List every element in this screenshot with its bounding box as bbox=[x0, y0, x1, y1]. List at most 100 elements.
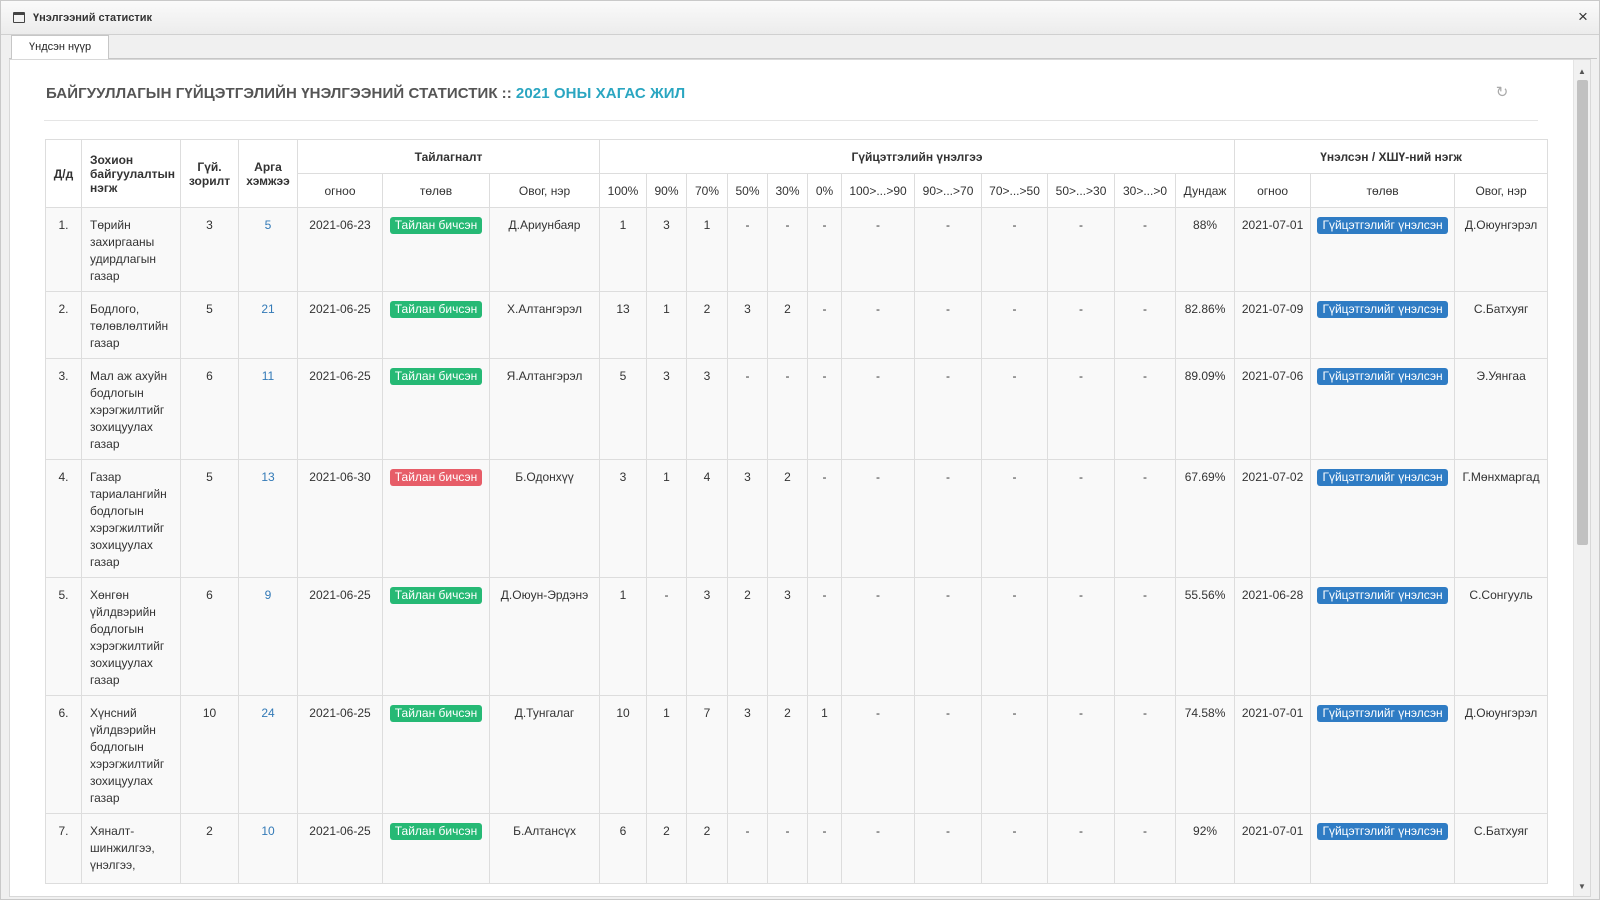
row-average-cell: 92% bbox=[1175, 813, 1236, 884]
row-p90-cell: - bbox=[646, 577, 688, 696]
row-range-100-90-cell: - bbox=[841, 207, 916, 292]
row-report-status-badge: Тайлан бичсэн bbox=[389, 301, 483, 318]
row-report-date-cell: 2021-06-30 bbox=[297, 459, 383, 578]
row-p50-cell: - bbox=[727, 358, 769, 460]
row-p70-cell: 4 bbox=[686, 459, 729, 578]
header-row-sub: огноо төлөв Овог, нэр 100% 90% 70% 50% 3… bbox=[46, 173, 1549, 208]
row-p0-cell: - bbox=[807, 577, 843, 696]
row-range-30-0-cell: - bbox=[1114, 695, 1177, 814]
row-report-status-badge: Тайлан бичсэн bbox=[389, 705, 483, 722]
vertical-scrollbar[interactable]: ▲ ▼ bbox=[1573, 60, 1590, 896]
table-row: 3. Мал аж ахуйн бодлогын хэрэгжилтийг зох… bbox=[45, 358, 1549, 460]
row-average-cell: 89.09% bbox=[1175, 358, 1236, 460]
row-range-70-50-cell: - bbox=[981, 291, 1049, 359]
row-goal-count-cell: 10 bbox=[180, 695, 239, 814]
row-evaluator-name-cell: С.Батхуяг bbox=[1454, 813, 1549, 884]
row-range-50-30-cell: - bbox=[1047, 695, 1116, 814]
col-report-date: огноо bbox=[297, 173, 383, 208]
row-p30-cell: 2 bbox=[767, 459, 809, 578]
row-index-cell: 2. bbox=[45, 291, 82, 359]
row-p70-cell: 3 bbox=[686, 358, 729, 460]
col-index: Д/д bbox=[45, 139, 82, 208]
row-report-date-cell: 2021-06-25 bbox=[297, 358, 383, 460]
row-p0-cell: - bbox=[807, 291, 843, 359]
row-measures-link[interactable]: 13 bbox=[261, 470, 275, 484]
col-range-90-70: 90>...>70 bbox=[914, 173, 983, 208]
tab-home[interactable]: Үндсэн нүүр bbox=[11, 35, 110, 60]
row-reporter-name-cell: Д.Оюун-Эрдэнэ bbox=[488, 577, 601, 696]
row-p30-cell: 3 bbox=[767, 577, 809, 696]
row-evaluator-name-cell: Д.Оюунгэрэл bbox=[1454, 695, 1549, 814]
row-measures-link[interactable]: 10 bbox=[261, 824, 275, 838]
row-p100-cell: 1 bbox=[599, 577, 648, 696]
row-p90-cell: 1 bbox=[646, 459, 688, 578]
row-p100-cell: 13 bbox=[599, 291, 648, 359]
col-group-evaluator: Үнэлсэн / ХШҮ-ний нэгж bbox=[1234, 139, 1549, 174]
scroll-up-arrow-icon[interactable]: ▲ bbox=[1578, 67, 1586, 76]
col-measures: Арга хэмжээ bbox=[238, 139, 298, 208]
window-icon bbox=[13, 12, 25, 23]
row-eval-date-cell: 2021-07-01 bbox=[1234, 813, 1312, 884]
row-report-date-cell: 2021-06-25 bbox=[297, 695, 383, 814]
row-report-status-badge-cell: Тайлан бичсэн bbox=[382, 577, 490, 696]
row-org-name-cell: Газар тариалангийн бодлогын хэрэгжилтийг… bbox=[81, 459, 181, 578]
row-measures-link-cell: 10 bbox=[238, 813, 298, 884]
row-goal-count-cell: 6 bbox=[180, 358, 239, 460]
row-range-100-90-cell: - bbox=[841, 291, 916, 359]
row-measures-link-cell: 24 bbox=[238, 695, 298, 814]
row-p50-cell: 3 bbox=[727, 695, 769, 814]
row-range-70-50-cell: - bbox=[981, 695, 1049, 814]
col-range-30-0: 30>...>0 bbox=[1114, 173, 1177, 208]
col-reporter: Овог, нэр bbox=[488, 173, 601, 208]
col-org: Зохион байгуулалтын нэгж bbox=[81, 139, 181, 208]
row-range-100-90-cell: - bbox=[841, 358, 916, 460]
row-measures-link[interactable]: 5 bbox=[264, 218, 272, 232]
row-range-30-0-cell: - bbox=[1114, 577, 1177, 696]
table-row: 7. Хяналт-шинжилгээ, үнэлгээ, 2 10 2021-06-2… bbox=[45, 813, 1549, 884]
row-measures-link[interactable]: 24 bbox=[261, 706, 275, 720]
row-measures-link[interactable]: 9 bbox=[264, 588, 272, 602]
row-average-cell: 74.58% bbox=[1175, 695, 1236, 814]
col-report-status: төлөв bbox=[382, 173, 490, 208]
row-range-90-70-cell: - bbox=[914, 813, 983, 884]
scroll-thumb[interactable] bbox=[1577, 80, 1588, 545]
row-range-90-70-cell: - bbox=[914, 207, 983, 292]
row-measures-link-cell: 13 bbox=[238, 459, 298, 578]
row-range-50-30-cell: - bbox=[1047, 813, 1116, 884]
row-p70-cell: 7 bbox=[686, 695, 729, 814]
col-average: Дундаж bbox=[1175, 173, 1236, 208]
scroll-down-arrow-icon[interactable]: ▼ bbox=[1578, 882, 1586, 891]
col-range-50-30: 50>...>30 bbox=[1047, 173, 1116, 208]
row-range-50-30-cell: - bbox=[1047, 459, 1116, 578]
table-row: 2. Бодлого, төлөвлөлтийн газар 5 21 2021-06-… bbox=[45, 291, 1549, 359]
close-button[interactable]: × bbox=[1578, 7, 1588, 26]
statistics-table: Д/д Зохион байгуулалтын нэгж Гүй. зорилт… bbox=[45, 139, 1549, 884]
col-p0: 0% bbox=[807, 173, 843, 208]
row-goal-count-cell: 5 bbox=[180, 459, 239, 578]
row-p30-cell: - bbox=[767, 813, 809, 884]
row-p100-cell: 3 bbox=[599, 459, 648, 578]
row-report-status-badge-cell: Тайлан бичсэн bbox=[382, 291, 490, 359]
row-goal-count-cell: 5 bbox=[180, 291, 239, 359]
row-eval-status-badge-cell: Гүйцэтгэлийг үнэлсэн bbox=[1310, 291, 1456, 359]
col-range-100-90: 100>...>90 bbox=[841, 173, 916, 208]
page-title: БАЙГУУЛЛАГЫН ГҮЙЦЭТГЭЛИЙН ҮНЭЛГЭЭНИЙ СТА… bbox=[46, 85, 685, 102]
row-measures-link-cell: 5 bbox=[238, 207, 298, 292]
row-range-50-30-cell: - bbox=[1047, 291, 1116, 359]
refresh-icon[interactable]: ↻ bbox=[1495, 84, 1509, 101]
row-report-date-cell: 2021-06-25 bbox=[297, 291, 383, 359]
row-measures-link[interactable]: 21 bbox=[261, 302, 275, 316]
row-measures-link[interactable]: 11 bbox=[261, 369, 275, 383]
row-average-cell: 88% bbox=[1175, 207, 1236, 292]
row-eval-date-cell: 2021-06-28 bbox=[1234, 577, 1312, 696]
row-eval-status-badge: Гүйцэтгэлийг үнэлсэн bbox=[1317, 705, 1448, 722]
row-eval-date-cell: 2021-07-01 bbox=[1234, 695, 1312, 814]
row-eval-status-badge-cell: Гүйцэтгэлийг үнэлсэн bbox=[1310, 358, 1456, 460]
row-index-cell: 6. bbox=[45, 695, 82, 814]
row-range-30-0-cell: - bbox=[1114, 459, 1177, 578]
col-goal: Гүй. зорилт bbox=[180, 139, 239, 208]
row-range-50-30-cell: - bbox=[1047, 358, 1116, 460]
col-p100: 100% bbox=[599, 173, 648, 208]
row-report-status-badge: Тайлан бичсэн bbox=[389, 823, 483, 840]
row-p70-cell: 2 bbox=[686, 813, 729, 884]
